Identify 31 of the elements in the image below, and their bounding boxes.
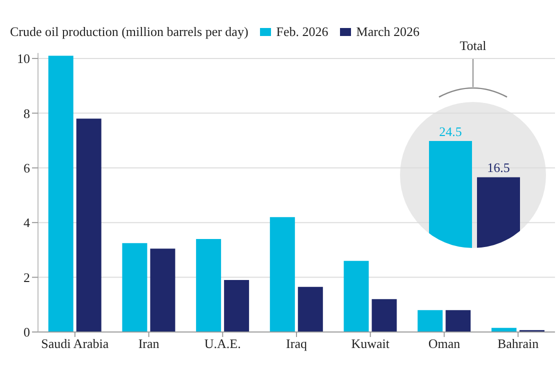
bar <box>150 248 176 332</box>
bar <box>76 118 102 332</box>
legend-label: Feb. 2026 <box>276 24 328 40</box>
bar <box>196 239 222 332</box>
x-tick-label: U.A.E. <box>204 336 241 352</box>
bar <box>224 280 250 332</box>
x-tick-label: Kuwait <box>351 336 390 352</box>
y-tick-label: 8 <box>24 106 30 121</box>
legend-label: March 2026 <box>356 24 420 40</box>
chart-title: Total <box>458 38 488 54</box>
bar <box>48 56 74 332</box>
bar <box>344 260 369 332</box>
bar <box>418 310 443 332</box>
chart-title: Crude oil production (million barrels per day) <box>10 24 248 40</box>
bar <box>270 217 295 332</box>
x-tick-label: Iran <box>138 336 160 352</box>
bar <box>372 299 397 332</box>
y-tick-label: 4 <box>24 215 30 230</box>
y-tick-label: 2 <box>24 270 30 285</box>
x-tick-label: Bahrain <box>497 336 540 352</box>
y-tick-label: 0 <box>24 324 30 340</box>
data-label: 24.5 <box>439 124 462 139</box>
bar <box>298 286 323 332</box>
bar <box>446 310 471 332</box>
x-tick-label: Oman <box>428 336 461 352</box>
x-tick-label: Iraq <box>286 336 308 352</box>
y-tick-label: 10 <box>17 51 30 66</box>
x-tick-label: Saudi Arabia <box>41 336 109 352</box>
bar <box>122 243 148 332</box>
data-label: 16.5 <box>487 160 510 176</box>
y-tick-label: 6 <box>24 160 30 176</box>
